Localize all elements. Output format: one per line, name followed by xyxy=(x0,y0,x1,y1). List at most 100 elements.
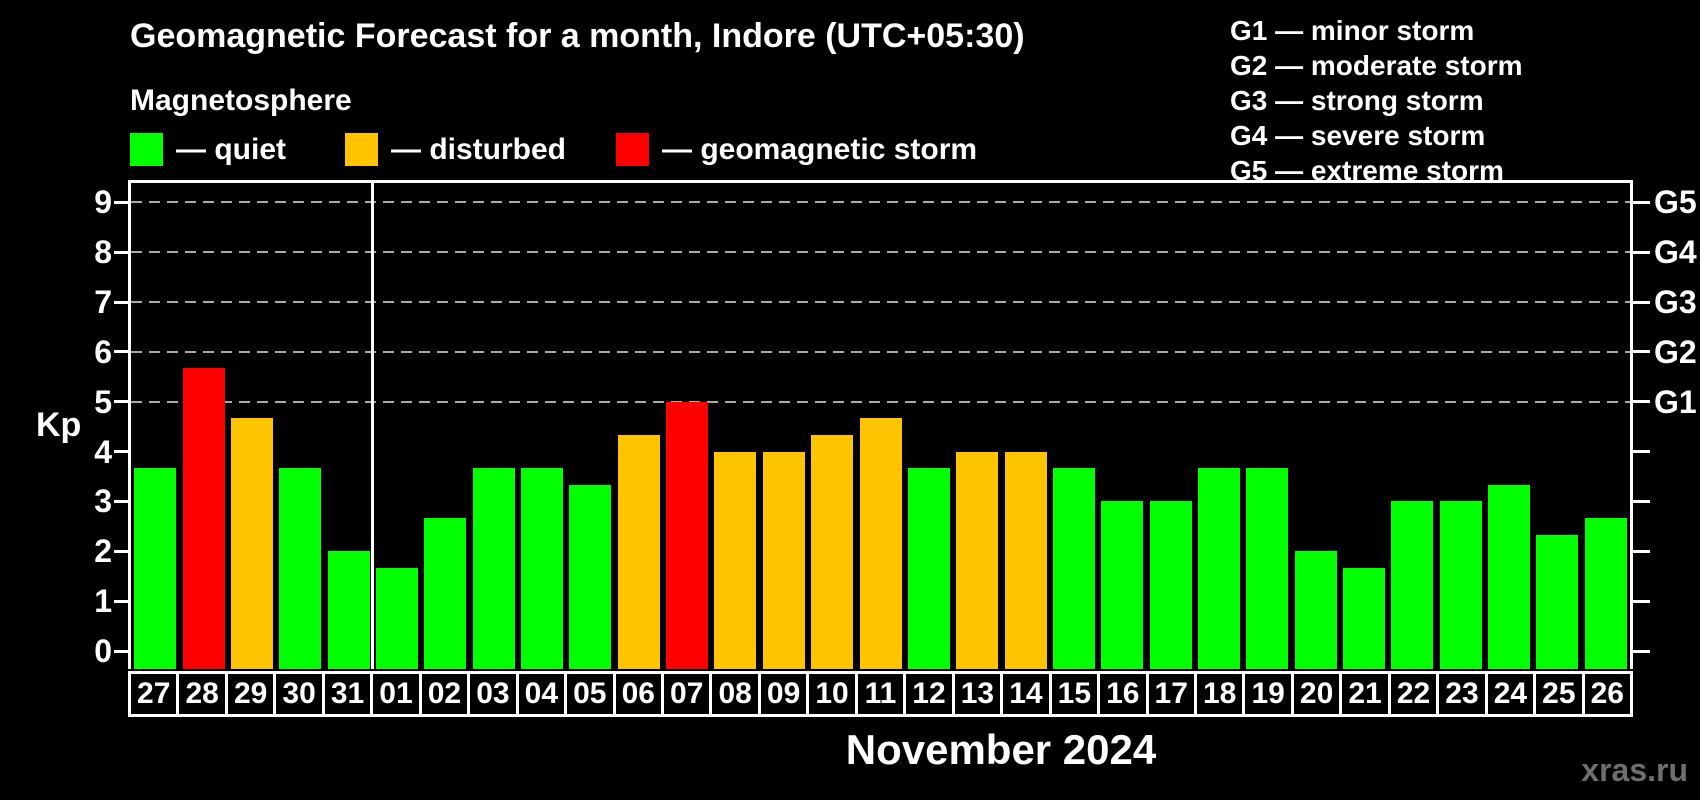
y-axis-tick-8 xyxy=(114,250,131,254)
y-axis-tick-label-2: 2 xyxy=(94,533,112,570)
page-title: Geomagnetic Forecast for a month, Indore… xyxy=(130,17,1025,55)
y-axis-tick-2 xyxy=(114,549,131,553)
right-axis-tick-5 xyxy=(1633,400,1650,404)
legend-label-quiet: — quiet xyxy=(176,133,286,166)
right-axis-label-g3: G3 xyxy=(1654,284,1697,321)
day-label-15: 15 xyxy=(1051,674,1101,714)
bar-day-10 xyxy=(811,435,854,669)
gridline-kp-7 xyxy=(131,301,1630,304)
right-axis-label-g5: G5 xyxy=(1654,184,1697,221)
day-label-06: 06 xyxy=(615,674,664,714)
day-label-24: 24 xyxy=(1487,674,1537,714)
y-axis-tick-label-7: 7 xyxy=(94,284,112,321)
day-label-31: 31 xyxy=(324,674,374,714)
day-label-17: 17 xyxy=(1148,674,1197,714)
month-separator-line xyxy=(371,183,375,669)
bar-day-07 xyxy=(666,401,709,669)
g-scale-legend: G1 — minor storm G2 — moderate storm G3 — … xyxy=(1230,13,1523,188)
bar-day-01 xyxy=(375,567,418,669)
g-scale-item-2: G2 — moderate storm xyxy=(1230,50,1523,81)
right-axis-tick-3 xyxy=(1633,499,1650,503)
magnetosphere-subtitle: Magnetosphere xyxy=(130,84,352,117)
legend-item-storm: — geomagnetic storm xyxy=(616,133,977,166)
y-axis-tick-label-3: 3 xyxy=(94,483,112,520)
right-axis-tick-7 xyxy=(1633,300,1650,304)
day-label-09: 09 xyxy=(760,674,810,714)
bar-day-31 xyxy=(327,551,370,669)
day-label-13: 13 xyxy=(954,674,1004,714)
y-axis-tick-label-9: 9 xyxy=(94,184,112,221)
legend-item-disturbed: — disturbed xyxy=(345,133,566,166)
bar-day-17 xyxy=(1149,501,1192,669)
legend-swatch-storm xyxy=(616,133,649,166)
gridline-kp-5 xyxy=(131,400,1630,403)
y-axis-tick-1 xyxy=(114,599,131,603)
gridline-kp-9 xyxy=(131,201,1630,204)
day-label-25: 25 xyxy=(1536,674,1585,714)
legend-label-storm: — geomagnetic storm xyxy=(662,133,978,166)
y-axis-tick-label-4: 4 xyxy=(94,433,112,470)
bar-day-12 xyxy=(907,468,950,669)
plot-area xyxy=(128,180,1633,669)
bar-day-05 xyxy=(569,484,612,669)
y-axis-tick-4 xyxy=(114,450,131,454)
bar-day-04 xyxy=(521,468,564,669)
right-axis-label-g4: G4 xyxy=(1654,234,1697,271)
legend-item-quiet: — quiet xyxy=(130,133,286,166)
y-axis-tick-0 xyxy=(114,649,131,653)
y-axis-title: Kp xyxy=(36,406,82,444)
y-axis-tick-label-1: 1 xyxy=(94,583,112,620)
bar-day-24 xyxy=(1488,484,1531,669)
day-label-19: 19 xyxy=(1245,674,1294,714)
day-label-26: 26 xyxy=(1584,674,1631,714)
day-label-30: 30 xyxy=(276,674,325,714)
bar-day-28 xyxy=(182,368,225,669)
day-label-21: 21 xyxy=(1342,674,1391,714)
bar-day-23 xyxy=(1439,501,1482,669)
watermark: xras.ru xyxy=(1581,752,1688,788)
bar-day-20 xyxy=(1294,551,1337,669)
day-label-04: 04 xyxy=(518,674,568,714)
day-label-08: 08 xyxy=(712,674,761,714)
day-label-01: 01 xyxy=(373,674,422,714)
y-axis-tick-label-8: 8 xyxy=(94,234,112,271)
day-label-23: 23 xyxy=(1439,674,1488,714)
bar-day-21 xyxy=(1343,567,1386,669)
day-label-03: 03 xyxy=(470,674,519,714)
bar-day-08 xyxy=(714,451,757,669)
bar-day-18 xyxy=(1197,468,1240,669)
day-label-12: 12 xyxy=(906,674,955,714)
right-axis-tick-1 xyxy=(1633,599,1650,603)
right-axis-tick-2 xyxy=(1633,549,1650,553)
bar-day-19 xyxy=(1246,468,1289,669)
y-axis-tick-6 xyxy=(114,350,131,354)
bar-day-02 xyxy=(424,517,467,669)
day-label-11: 11 xyxy=(857,674,907,714)
legend-label-disturbed: — disturbed xyxy=(391,133,567,166)
day-label-22: 22 xyxy=(1390,674,1440,714)
right-axis-label-g2: G2 xyxy=(1654,333,1697,370)
bar-day-14 xyxy=(1004,451,1047,669)
day-label-28: 28 xyxy=(179,674,228,714)
right-axis-tick-4 xyxy=(1633,450,1650,454)
legend-swatch-disturbed xyxy=(345,133,378,166)
bar-day-03 xyxy=(472,468,515,669)
day-label-27: 27 xyxy=(131,674,180,714)
g-scale-item-1: G1 — minor storm xyxy=(1230,15,1475,46)
bar-day-13 xyxy=(956,451,999,669)
month-label: November 2024 xyxy=(845,726,1157,773)
day-label-16: 16 xyxy=(1100,674,1149,714)
bar-day-16 xyxy=(1101,501,1144,669)
bar-day-11 xyxy=(859,418,902,669)
right-axis-tick-8 xyxy=(1633,250,1650,254)
day-label-10: 10 xyxy=(809,674,858,714)
bar-day-06 xyxy=(617,435,660,669)
bar-day-26 xyxy=(1584,517,1627,669)
bar-day-09 xyxy=(762,451,805,669)
y-axis-tick-label-0: 0 xyxy=(94,633,112,669)
day-label-07: 07 xyxy=(663,674,713,714)
day-label-20: 20 xyxy=(1293,674,1343,714)
g-scale-item-3: G3 — strong storm xyxy=(1230,85,1484,116)
bar-day-30 xyxy=(279,468,322,669)
y-axis-tick-3 xyxy=(114,499,131,503)
